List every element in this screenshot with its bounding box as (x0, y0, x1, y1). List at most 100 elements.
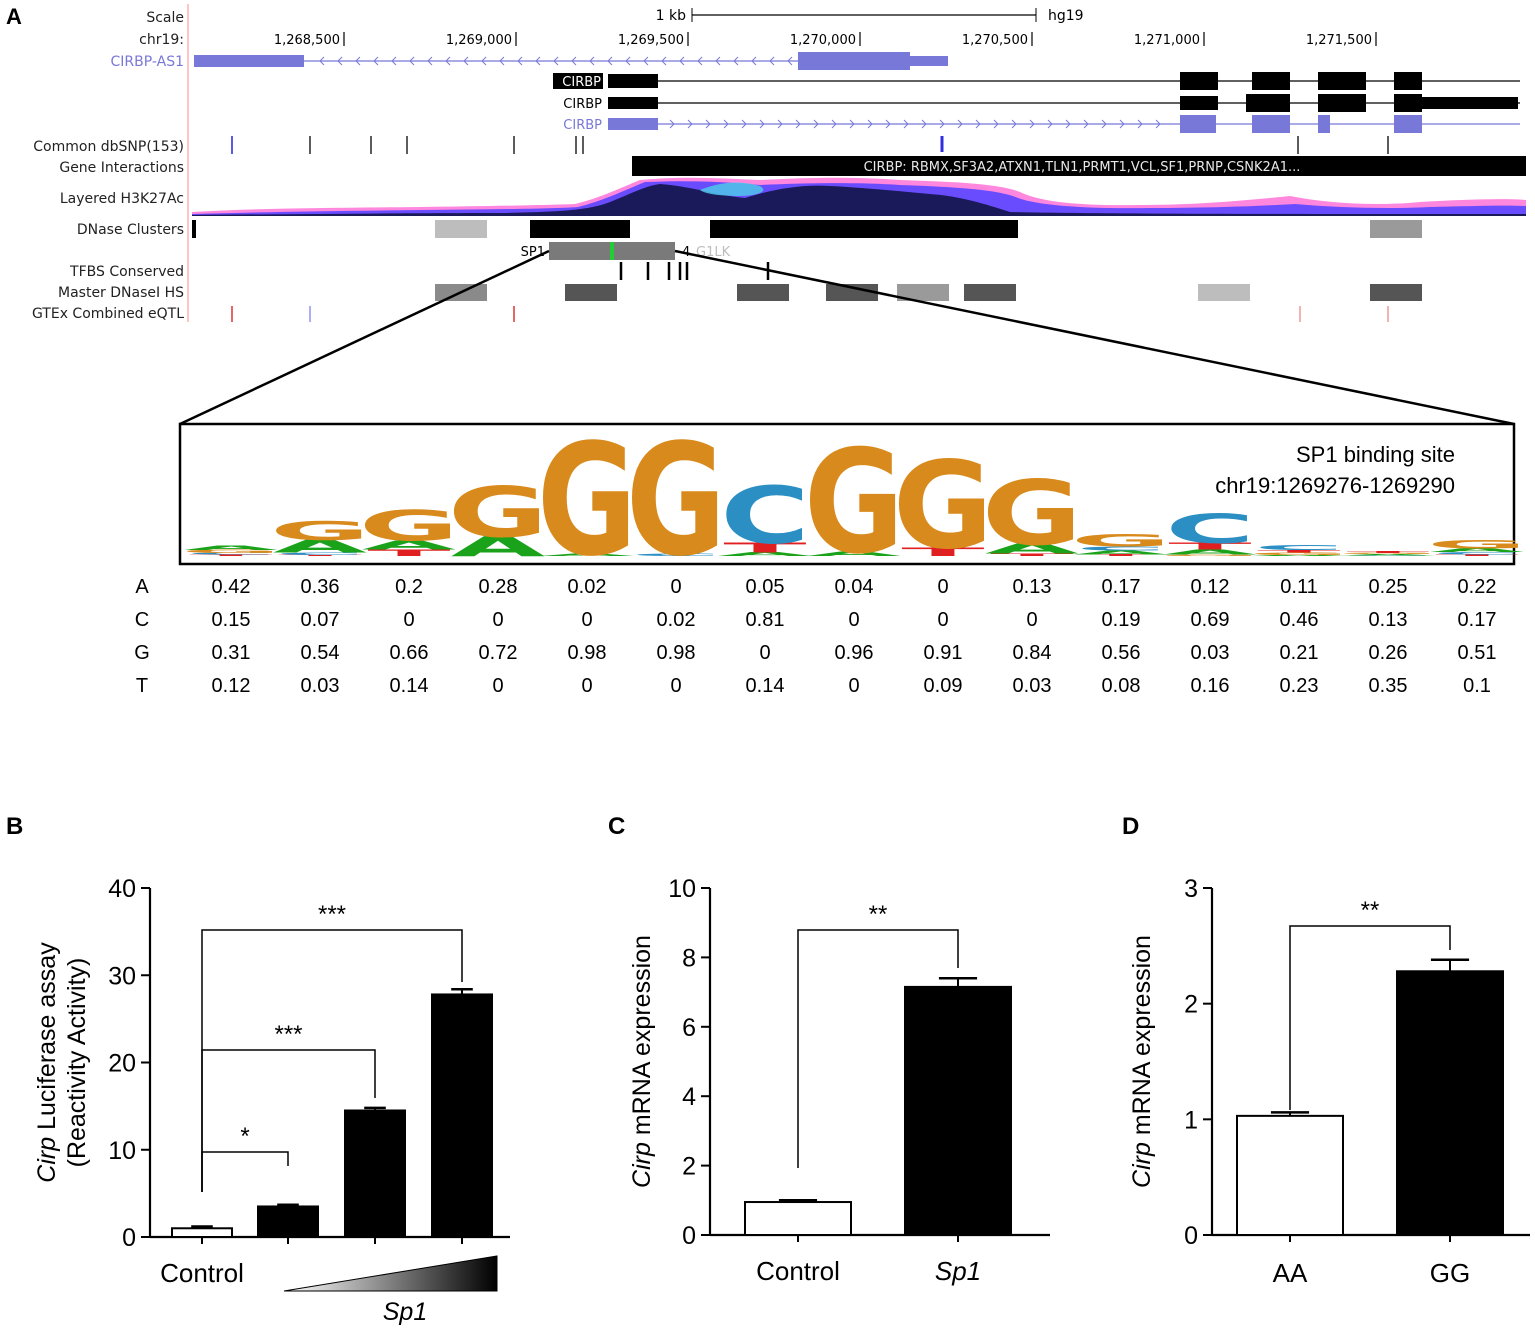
strand-arrow (813, 119, 819, 129)
matrix-cell: 0.91 (924, 642, 963, 664)
h3k27ac-track (192, 177, 1526, 216)
matrix-cell: 0.02 (568, 576, 607, 598)
matrix-cell: 0.12 (1191, 576, 1230, 598)
logo-letter-t: T (1346, 551, 1429, 554)
matrix-cell: 0.28 (479, 576, 518, 598)
strand-arrow (643, 56, 649, 66)
logo-letter-g: G (626, 411, 726, 591)
matrix-cell: 0.56 (1102, 642, 1141, 664)
logo-letter-a: A (540, 553, 635, 557)
matrix-cell: 0.96 (835, 642, 874, 664)
logo-letter-g: G (181, 549, 281, 554)
y-tick-label: 30 (108, 962, 136, 990)
strand-arrow (903, 119, 909, 129)
logo-letter-a: A (718, 552, 813, 558)
strand-arrow (697, 56, 703, 66)
logo-letter-c: C (186, 553, 276, 556)
strand-arrow (427, 56, 433, 66)
strand-arrow (607, 56, 613, 66)
matrix-cell: 0.13 (1369, 609, 1408, 631)
exon (1318, 72, 1366, 90)
logo-letter-c: C (1076, 546, 1166, 553)
matrix-cell: 0.12 (212, 675, 251, 697)
eqtl-track (231, 306, 1389, 322)
panel-label-d: D (1122, 813, 1139, 840)
matrix-cell: 0.98 (568, 642, 607, 664)
logo-letter-c: C (1432, 551, 1522, 555)
strand-arrow (499, 56, 505, 66)
strand-arrow (337, 56, 343, 66)
dnasei-hs-track (435, 284, 1422, 301)
y-axis-label: Cirp mRNA expression (1128, 935, 1156, 1188)
gene-as-exon (194, 55, 304, 67)
significance-label: ** (869, 901, 888, 928)
ruler: 1,268,500 1,269,000 1,269,500 1,270,000 1,27… (274, 32, 1377, 48)
logo-letter-a: A (1341, 554, 1436, 556)
cirbp-transcript-2: CIRBP (563, 94, 1520, 112)
y-tick-label: 40 (108, 875, 136, 903)
chart-d: 0 1 2 3 Cirp mRNA expression AA GG ** (1128, 875, 1530, 1288)
y-tick-label: 10 (108, 1137, 136, 1165)
logo-letter-a: A (807, 551, 902, 558)
logo-letter-t: T (1435, 554, 1518, 557)
matrix-cell: 0 (492, 609, 503, 631)
strand-arrow (1029, 119, 1035, 129)
matrix-cell: 0.23 (1280, 675, 1319, 697)
strand-arrow (849, 119, 855, 129)
strand-arrow (625, 56, 631, 66)
strand-arrow (517, 56, 523, 66)
strand-arrow (957, 119, 963, 129)
strand-arrow (751, 56, 757, 66)
strand-arrow (1083, 119, 1089, 129)
sp1-gradient-wedge (283, 1255, 498, 1292)
ruler-tick-label: 1,269,000 (446, 33, 512, 48)
matrix-cell: 0.08 (1102, 675, 1141, 697)
track-label-interactions: Gene Interactions (59, 160, 184, 176)
gene-interactions-text: CIRBP: RBMX,SF3A2,ATXN1,TLN1,PRMT1,VCL,S… (864, 160, 1301, 175)
gene-as-exon (908, 56, 948, 66)
matrix-cell: 0 (848, 609, 859, 631)
matrix-cell: 0.26 (1369, 642, 1408, 664)
exon (1394, 115, 1422, 133)
scale-text: 1 kb (656, 8, 686, 24)
y-tick-label: 0 (1184, 1222, 1198, 1250)
motif-title: SP1 binding site (1296, 442, 1455, 467)
significance-label: *** (318, 901, 346, 928)
ruler-tick-label: 1,268,500 (274, 33, 340, 48)
strand-arrow (777, 119, 783, 129)
bar (431, 993, 493, 1238)
logo-letter-t: T (367, 548, 450, 558)
matrix-cell: 0.14 (746, 675, 785, 697)
ruler-tick-label: 1,269,500 (618, 33, 684, 48)
logo-letter-t: T (278, 555, 361, 557)
matrix-cell: 0.04 (835, 576, 874, 598)
gene-as-label: CIRBP-AS1 (111, 54, 185, 70)
strand-arrow (787, 56, 793, 66)
significance-bracket (797, 929, 959, 1168)
matrix-cell: 0.09 (924, 675, 963, 697)
matrix-cell: 0 (1026, 609, 1037, 631)
logo-letter-g: G (1427, 538, 1527, 551)
matrix-cell: 0.51 (1458, 642, 1497, 664)
strand-arrow (1119, 119, 1125, 129)
x-tick-label: Control (756, 1256, 840, 1286)
strand-arrow (553, 56, 559, 66)
x-tick-label: Sp1 (935, 1256, 981, 1286)
logo-letter-a: A (1074, 550, 1169, 556)
matrix-cell: 0.69 (1191, 609, 1230, 631)
motif-frame (178, 422, 1516, 566)
logo-letter-g: G (270, 516, 370, 546)
logo-letter-g: G (982, 462, 1082, 566)
sp1-group-label: Sp1 (383, 1298, 427, 1326)
tfbs-sp1-highlight (610, 242, 614, 260)
exon (608, 97, 658, 109)
gene-interactions-bar (632, 156, 1526, 176)
matrix-cell: 0.81 (746, 609, 785, 631)
y-tick-label: 3 (1184, 875, 1198, 903)
matrix-cell: 0.2 (395, 576, 423, 598)
matrix-cell: 0.98 (657, 642, 696, 664)
matrix-cell: 0.15 (212, 609, 251, 631)
strand-arrow (391, 56, 397, 66)
logo-letter-t: T (1257, 550, 1340, 554)
zoom-line-left (179, 249, 550, 426)
